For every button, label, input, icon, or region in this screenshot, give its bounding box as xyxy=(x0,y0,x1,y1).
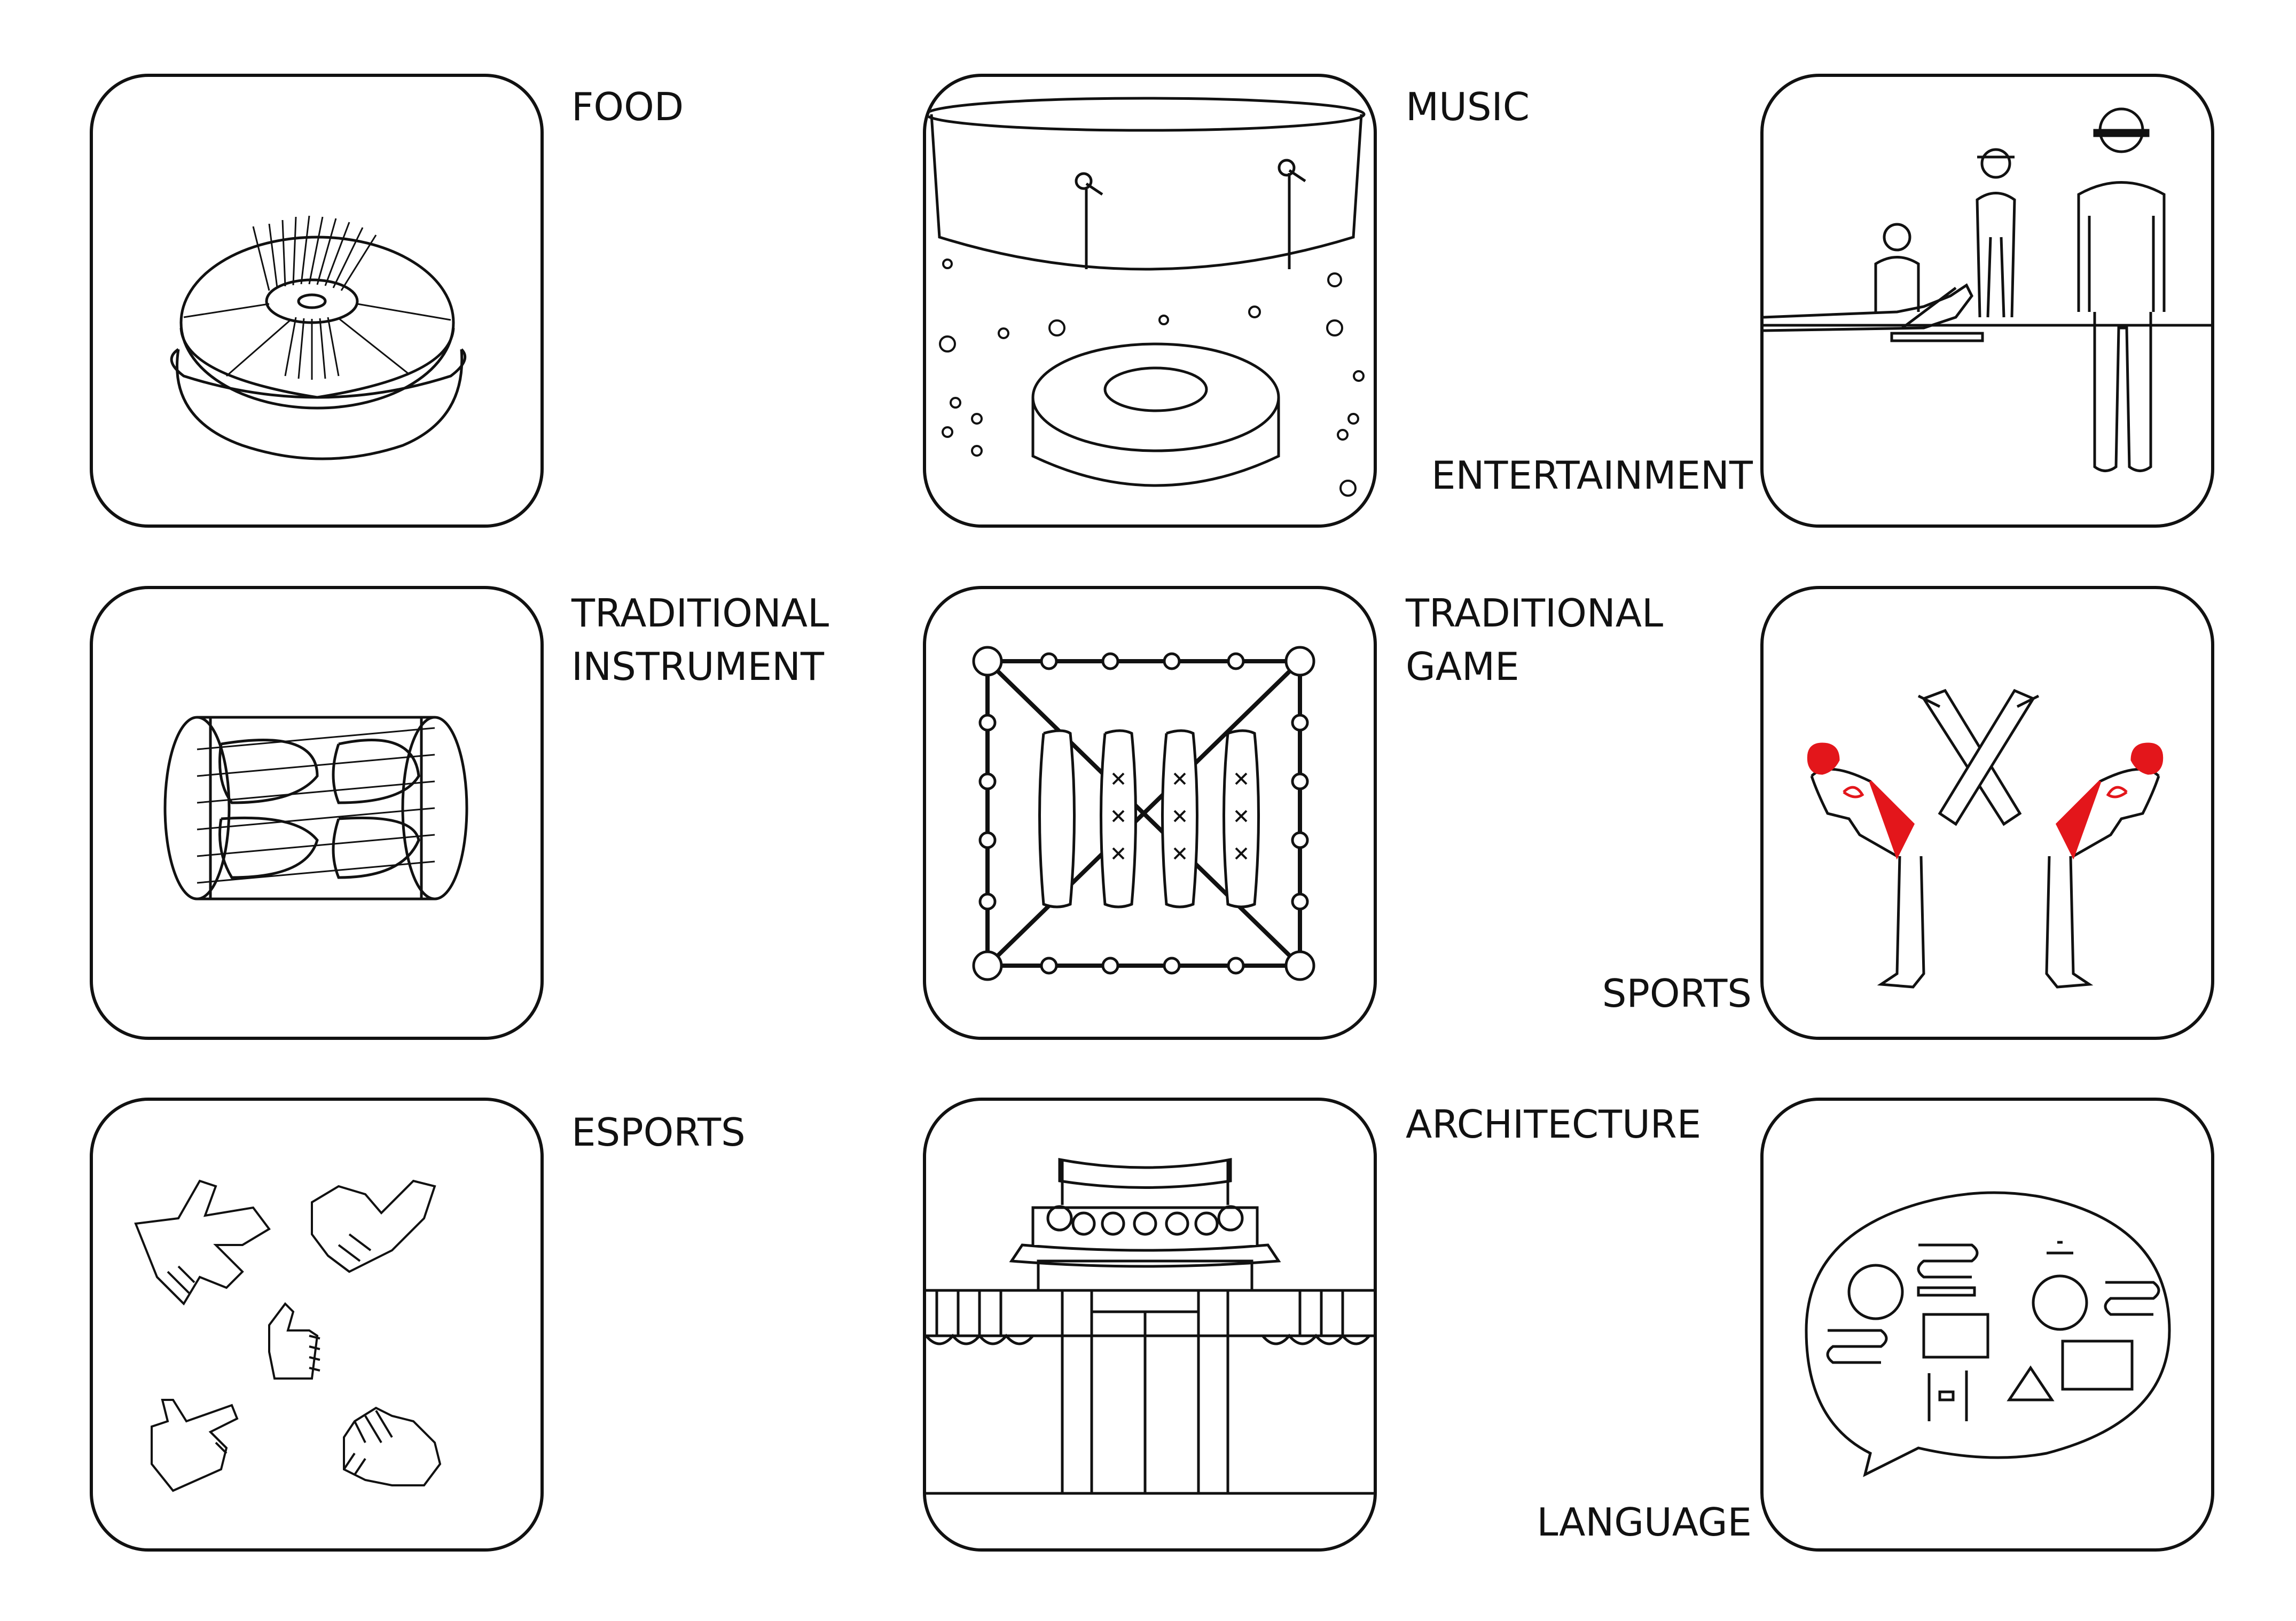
tile-traditional-game xyxy=(923,586,1377,1040)
film-set-icon xyxy=(1764,107,2211,472)
hand-gestures-icon xyxy=(134,1179,442,1492)
label-traditional-instrument: TRADITIONAL INSTRUMENT xyxy=(571,591,829,689)
label-traditional-game: TRADITIONAL GAME xyxy=(1406,591,1664,689)
label-language: LANGUAGE xyxy=(1537,1500,1752,1545)
taekwondo-kick-icon xyxy=(1807,688,2164,989)
label-entertainment: ENTERTAINMENT xyxy=(1431,453,1753,498)
label-sports: SPORTS xyxy=(1602,971,1752,1016)
tile-food xyxy=(90,74,544,528)
label-food: FOOD xyxy=(571,84,684,129)
board-game-icon xyxy=(972,646,1315,981)
bowl-icon xyxy=(170,215,467,460)
tile-language xyxy=(1760,1098,2214,1552)
drum-icon xyxy=(163,716,468,900)
label-esports: ESPORTS xyxy=(571,1110,746,1155)
stage-icon xyxy=(926,97,1366,497)
tile-architecture xyxy=(923,1098,1377,1552)
tile-entertainment xyxy=(1760,74,2214,528)
tile-traditional-instrument xyxy=(90,586,544,1040)
tile-music xyxy=(923,74,1377,528)
label-music: MUSIC xyxy=(1406,84,1530,129)
tile-esports xyxy=(90,1098,544,1552)
tile-sports xyxy=(1760,586,2214,1040)
label-architecture: ARCHITECTURE xyxy=(1406,1102,1702,1147)
speech-bubble-icon xyxy=(1805,1191,2171,1477)
gate-icon xyxy=(926,1157,1374,1495)
